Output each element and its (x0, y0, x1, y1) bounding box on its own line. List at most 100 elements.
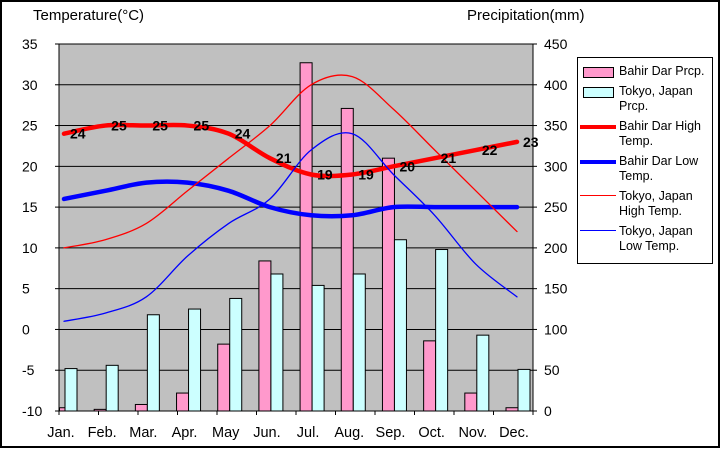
legend-swatch-box (580, 64, 616, 79)
legend-item: Tokyo, Japan Low Temp. (580, 224, 710, 255)
temp-data-label: 19 (358, 166, 374, 182)
left-axis-label: 35 (22, 36, 38, 52)
bar-bahir-dar-prcp (93, 408, 107, 412)
right-axis-label: 450 (544, 36, 568, 52)
temp-data-label: 24 (235, 126, 251, 142)
temp-data-label: 19 (317, 166, 333, 182)
legend: Bahir Dar Prcp. Tokyo, Japan Prcp. Bahir D… (577, 57, 713, 264)
bar-tokyo-prcp (517, 368, 531, 412)
right-axis-label: 200 (544, 240, 568, 256)
left-axis-label: -5 (22, 362, 35, 378)
left-axis-label: 25 (22, 118, 38, 134)
bar-bahir-dar-prcp (464, 392, 478, 412)
month-label: Mar. (129, 425, 157, 441)
legend-label: Tokyo, Japan Prcp. (619, 83, 693, 114)
legend-label: Bahir Dar Low Temp. (619, 153, 699, 184)
month-label: May (212, 425, 240, 441)
line-bahir-dar-low-temp (61, 179, 520, 219)
left-axis-label: -10 (22, 403, 42, 419)
legend-swatch-line-thin (580, 224, 616, 239)
bar-bahir-dar-prcp (134, 403, 148, 412)
left-axis-label: 20 (22, 158, 38, 174)
right-axis-label: 100 (544, 321, 568, 337)
bar-bahir-dar-prcp (423, 340, 437, 412)
temp-data-label: 25 (111, 118, 127, 134)
right-axis-label: 50 (544, 362, 560, 378)
bar-bahir-dar-prcp (505, 407, 519, 412)
legend-swatch-line-thick (580, 119, 616, 134)
legend-mark (583, 86, 614, 98)
legend-swatch-line-thick (580, 154, 616, 169)
legend-label: Bahir Dar High Temp. (619, 118, 701, 149)
month-label: Nov. (458, 425, 487, 441)
bar-bahir-dar-prcp (258, 260, 272, 412)
bar-bahir-dar-prcp (176, 392, 190, 412)
month-label: Apr. (172, 425, 198, 441)
bar-bahir-dar-prcp (381, 157, 395, 412)
month-label: Oct. (418, 425, 445, 441)
legend-item: Bahir Dar Low Temp. (580, 154, 710, 185)
bar-tokyo-prcp (393, 239, 407, 412)
bar-bahir-dar-prcp (299, 62, 313, 412)
temp-data-label: 23 (523, 134, 539, 150)
right-axis-label: 300 (544, 158, 568, 174)
legend-mark (580, 229, 616, 231)
month-label: Jun. (253, 425, 280, 441)
right-axis-label: 350 (544, 118, 568, 134)
line-tokyo-japan-low-temp (63, 132, 518, 322)
legend-swatch-box (580, 84, 616, 99)
left-axis-label: 30 (22, 77, 38, 93)
bar-tokyo-prcp (435, 249, 449, 412)
legend-item: Tokyo, Japan High Temp. (580, 189, 710, 220)
left-axis-title: Temperature(°C) (33, 7, 145, 24)
legend-mark (580, 124, 616, 129)
bar-tokyo-prcp (188, 308, 202, 412)
right-axis-label: 150 (544, 281, 568, 297)
legend-mark (580, 159, 616, 164)
temp-data-label: 24 (70, 126, 86, 142)
left-axis-label: 0 (22, 321, 30, 337)
bar-bahir-dar-prcp (59, 407, 66, 412)
plot-background (58, 43, 534, 412)
bar-tokyo-prcp (270, 273, 284, 412)
bar-tokyo-prcp (352, 273, 366, 412)
legend-item: Bahir Dar Prcp. (580, 64, 710, 80)
legend-label: Bahir Dar Prcp. (619, 64, 705, 78)
line-bahir-dar-high-temp (61, 122, 520, 179)
left-axis-label: 10 (22, 240, 38, 256)
right-axis-label: 250 (544, 199, 568, 215)
month-label: Dec. (499, 425, 529, 441)
month-label: Jan. (47, 425, 74, 441)
legend-label: Tokyo, Japan Low Temp. (619, 223, 693, 254)
bar-tokyo-prcp (146, 314, 160, 412)
temp-data-label: 21 (441, 150, 457, 166)
right-axis-title: Precipitation(mm) (467, 7, 585, 24)
legend-mark (583, 67, 614, 78)
legend-mark (580, 194, 616, 196)
bar-tokyo-prcp (229, 297, 243, 412)
bar-bahir-dar-prcp (217, 343, 231, 412)
temp-data-label: 25 (152, 118, 168, 134)
right-axis-label: 400 (544, 77, 568, 93)
legend-swatch-line-thin (580, 189, 616, 204)
temp-data-label: 21 (276, 150, 292, 166)
bar-tokyo-prcp (476, 334, 490, 412)
right-axis-label: 0 (544, 403, 552, 419)
bar-tokyo-prcp (311, 284, 325, 412)
legend-item: Tokyo, Japan Prcp. (580, 84, 710, 115)
month-label: Jul. (297, 425, 320, 441)
temp-data-label: 25 (194, 118, 210, 134)
line-tokyo-japan-high-temp (63, 74, 518, 249)
temp-data-label: 22 (482, 142, 498, 158)
bar-tokyo-prcp (105, 364, 119, 412)
month-label: Feb. (88, 425, 117, 441)
left-axis-label: 15 (22, 199, 38, 215)
bar-tokyo-prcp (64, 368, 78, 412)
left-axis-label: 5 (22, 281, 30, 297)
legend-item: Bahir Dar High Temp. (580, 119, 710, 150)
legend-label: Tokyo, Japan High Temp. (619, 188, 693, 219)
temp-data-label: 20 (399, 158, 415, 174)
month-label: Aug. (334, 425, 364, 441)
